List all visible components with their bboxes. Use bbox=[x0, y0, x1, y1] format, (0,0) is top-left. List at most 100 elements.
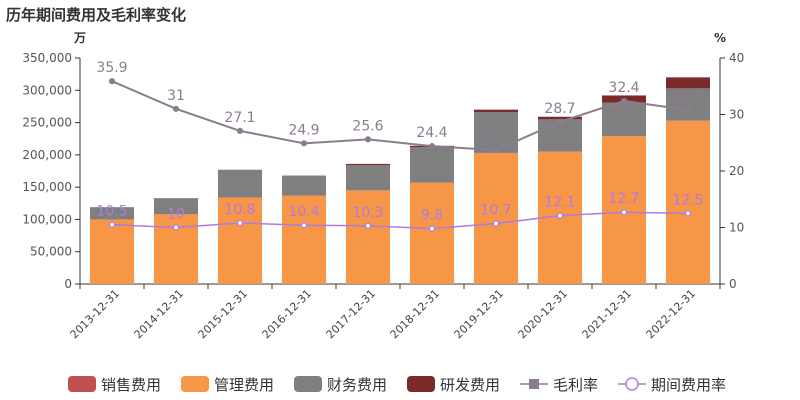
data-label-期间费用率: 10 bbox=[167, 207, 185, 223]
bar-研发费用 bbox=[666, 77, 710, 89]
right-tick-label: 30 bbox=[729, 108, 744, 122]
bar-管理费用 bbox=[410, 182, 454, 284]
legend-swatch bbox=[68, 376, 96, 392]
bar-财务费用 bbox=[410, 147, 454, 183]
data-label-毛利率: 30.8 bbox=[672, 89, 703, 105]
legend-swatch bbox=[181, 376, 209, 392]
left-tick-label: 200,000 bbox=[22, 148, 72, 162]
data-label-期间费用率: 10.4 bbox=[288, 204, 319, 220]
bar-财务费用 bbox=[602, 102, 646, 137]
point-期间费用率 bbox=[300, 222, 308, 229]
point-毛利率 bbox=[684, 106, 692, 114]
x-tick-label: 2016-12-31 bbox=[260, 287, 314, 341]
legend-label: 管理费用 bbox=[214, 376, 274, 394]
point-期间费用率 bbox=[364, 222, 372, 229]
data-label-期间费用率: 9.8 bbox=[421, 208, 443, 224]
legend-item-毛利率[interactable]: 毛利率 bbox=[520, 376, 598, 394]
bar-管理费用 bbox=[666, 120, 710, 285]
x-tick-label: 2015-12-31 bbox=[196, 287, 250, 341]
legend-item-期间费用率[interactable]: 期间费用率 bbox=[618, 376, 726, 394]
data-label-毛利率: 24.9 bbox=[288, 122, 319, 138]
x-tick-label: 2019-12-31 bbox=[452, 287, 506, 341]
bar-研发费用 bbox=[474, 109, 518, 113]
x-tick-label: 2014-12-31 bbox=[132, 287, 186, 341]
data-label-期间费用率: 10.3 bbox=[352, 205, 383, 221]
data-label-期间费用率: 12.1 bbox=[544, 195, 575, 211]
left-tick-label: 50,000 bbox=[30, 245, 72, 259]
x-tick-label: 2021-12-31 bbox=[580, 287, 634, 341]
point-期间费用率 bbox=[236, 219, 244, 227]
bar-财务费用 bbox=[90, 207, 134, 220]
legend-swatch bbox=[294, 376, 322, 392]
left-tick-label: 0 bbox=[64, 277, 72, 291]
legend-item-财务费用[interactable]: 财务费用 bbox=[294, 376, 387, 394]
chart-title: 历年期间费用及毛利率变化 bbox=[6, 6, 187, 24]
bar-财务费用 bbox=[218, 169, 262, 198]
left-tick-label: 250,000 bbox=[22, 116, 72, 130]
bar-财务费用 bbox=[474, 112, 518, 153]
legend-label: 销售费用 bbox=[101, 376, 161, 394]
legend-marker bbox=[625, 377, 639, 391]
data-label-期间费用率: 10.7 bbox=[480, 203, 511, 219]
bar-财务费用 bbox=[346, 165, 390, 191]
bar-财务费用 bbox=[282, 175, 326, 196]
data-label-毛利率: 23.7 bbox=[480, 129, 511, 145]
point-毛利率 bbox=[364, 136, 372, 143]
line-毛利率 bbox=[111, 80, 689, 152]
x-tick-label: 2022-12-31 bbox=[644, 287, 698, 341]
data-label-毛利率: 28.7 bbox=[544, 101, 575, 117]
left-axis-unit: 万 bbox=[73, 31, 86, 45]
point-毛利率 bbox=[300, 140, 308, 147]
point-毛利率 bbox=[108, 78, 116, 85]
data-labels: 35.9 31 27.1 24.9 25.6 24.4 23.7 28.7 32.4 30.8 10… bbox=[96, 60, 703, 223]
line-期间费用率 bbox=[111, 211, 689, 230]
point-毛利率 bbox=[556, 118, 564, 125]
right-axis-unit: % bbox=[714, 31, 726, 45]
point-期间费用率 bbox=[492, 220, 500, 227]
data-label-毛利率: 27.1 bbox=[224, 110, 255, 126]
legend-label: 研发费用 bbox=[440, 376, 500, 394]
left-tick-label: 300,000 bbox=[22, 83, 72, 97]
x-tick-label: 2020-12-31 bbox=[516, 287, 570, 341]
point-期间费用率 bbox=[172, 224, 180, 231]
x-tick-label: 2017-12-31 bbox=[324, 287, 378, 341]
bar-财务费用 bbox=[154, 198, 198, 215]
bar-管理费用 bbox=[474, 152, 518, 284]
point-期间费用率 bbox=[684, 210, 692, 217]
legend-label: 毛利率 bbox=[553, 376, 598, 394]
bar-研发费用 bbox=[538, 116, 582, 120]
legend[interactable]: 销售费用 管理费用 财务费用 研发费用 毛利率 期间费用率 bbox=[68, 376, 726, 394]
x-tick-labels: 2013-12-31 2014-12-31 2015-12-31 2016-12-31… bbox=[68, 287, 698, 341]
right-tick-label: 10 bbox=[729, 221, 744, 235]
legend-item-销售费用[interactable]: 销售费用 bbox=[68, 376, 161, 394]
legend-item-管理费用[interactable]: 管理费用 bbox=[181, 376, 274, 394]
right-tick-label: 20 bbox=[729, 164, 744, 178]
bar-管理费用 bbox=[90, 219, 134, 284]
data-label-毛利率: 25.6 bbox=[352, 118, 383, 134]
data-label-期间费用率: 10.5 bbox=[96, 204, 127, 220]
point-期间费用率 bbox=[556, 212, 564, 219]
data-label-毛利率: 24.4 bbox=[416, 125, 447, 141]
bar-管理费用 bbox=[218, 197, 262, 284]
legend-item-研发费用[interactable]: 研发费用 bbox=[407, 376, 500, 394]
right-tick-label: 40 bbox=[729, 51, 744, 65]
data-label-期间费用率: 10.8 bbox=[224, 202, 255, 218]
legend-label: 财务费用 bbox=[327, 376, 387, 394]
data-label-期间费用率: 12.5 bbox=[672, 192, 703, 208]
bar-研发费用 bbox=[346, 163, 390, 166]
data-label-期间费用率: 12.7 bbox=[608, 191, 639, 207]
data-label-毛利率: 31 bbox=[167, 88, 185, 104]
x-tick-label: 2018-12-31 bbox=[388, 287, 442, 341]
lines bbox=[108, 78, 692, 232]
data-label-毛利率: 32.4 bbox=[608, 80, 639, 96]
point-期间费用率 bbox=[428, 225, 436, 232]
bar-管理费用 bbox=[282, 195, 326, 284]
x-tick-label: 2013-12-31 bbox=[68, 287, 122, 341]
point-毛利率 bbox=[492, 146, 500, 154]
point-期间费用率 bbox=[108, 221, 116, 228]
point-期间费用率 bbox=[620, 209, 628, 216]
left-tick-label: 350,000 bbox=[22, 51, 72, 65]
left-tick-label: 150,000 bbox=[22, 180, 72, 194]
point-毛利率 bbox=[428, 143, 436, 150]
